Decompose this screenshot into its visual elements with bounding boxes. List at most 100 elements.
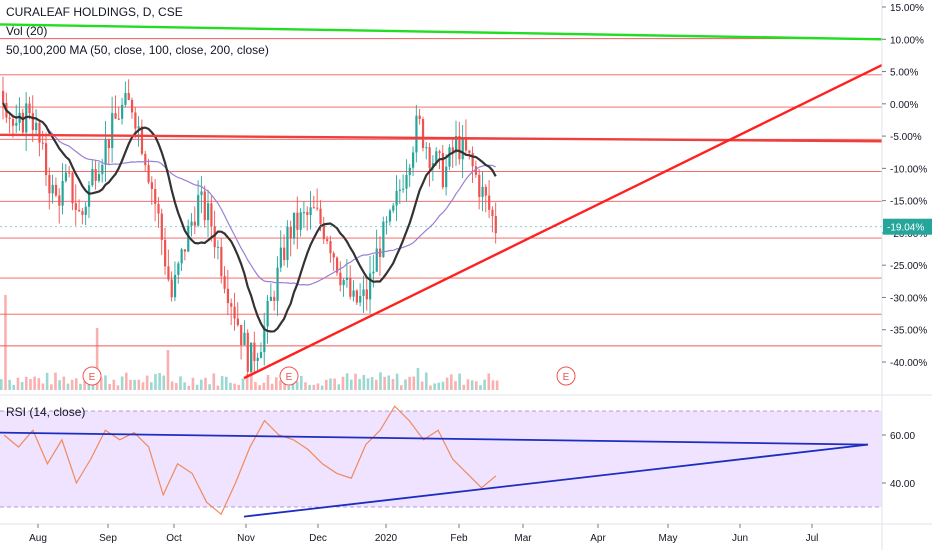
top-trendline[interactable] xyxy=(0,23,883,41)
candle-body xyxy=(481,186,484,197)
candle-body xyxy=(451,147,454,153)
volume-bar xyxy=(162,375,166,390)
rsi-pane[interactable] xyxy=(0,405,882,518)
volume-bar xyxy=(404,379,407,390)
volume-bar xyxy=(345,373,349,390)
volume-bar xyxy=(12,384,16,390)
candle-body xyxy=(309,207,312,216)
candle-body xyxy=(395,190,398,206)
candle-body xyxy=(11,118,15,126)
volume-bar xyxy=(408,376,411,390)
earnings-marker[interactable]: E xyxy=(82,366,102,386)
volume-bar xyxy=(195,384,199,390)
volume-bar xyxy=(283,379,286,390)
volume-bar xyxy=(112,379,116,390)
candle-body xyxy=(31,113,34,131)
earnings-marker[interactable]: E xyxy=(279,366,299,386)
candle-body xyxy=(322,223,325,240)
volume-bar xyxy=(158,373,161,390)
earnings-marker[interactable]: E xyxy=(556,366,576,386)
volume-bar xyxy=(129,379,132,390)
volume-bar xyxy=(279,380,282,390)
candle-body xyxy=(230,303,233,307)
support-trendline[interactable] xyxy=(243,64,883,380)
candle-body xyxy=(157,203,160,214)
rsi-line xyxy=(3,405,497,516)
time-axis-label: Jun xyxy=(732,533,748,544)
time-axis-label: 2020 xyxy=(375,533,398,544)
volume-bar xyxy=(87,384,91,390)
candle-body xyxy=(345,277,349,280)
volume-bar xyxy=(350,379,353,390)
volume-bar xyxy=(200,379,203,390)
candle-body xyxy=(302,212,306,214)
volume-bar xyxy=(470,380,474,390)
resistance-trendline[interactable] xyxy=(0,133,883,143)
candle-body xyxy=(107,139,111,149)
volume-bar xyxy=(33,376,36,390)
candle-body xyxy=(147,165,150,183)
price-axis-label: -10.00% xyxy=(890,164,927,175)
volume-bar xyxy=(337,384,341,390)
candle-body xyxy=(458,135,461,160)
volume-bar xyxy=(379,372,382,390)
time-axis-label: Aug xyxy=(29,533,47,544)
volume-bar xyxy=(245,374,249,390)
volume-bar xyxy=(116,385,120,390)
volume-bar xyxy=(258,385,261,390)
volume-bar xyxy=(208,384,211,390)
candle-body xyxy=(87,185,91,207)
volume-bar xyxy=(54,372,57,390)
candle-body xyxy=(127,92,130,100)
volume-bar xyxy=(58,380,61,390)
candle-body xyxy=(269,296,273,301)
candle-body xyxy=(44,143,48,176)
candle-body xyxy=(488,195,491,210)
price-axis-label: 0.00% xyxy=(890,100,918,111)
volume-bar xyxy=(120,376,124,390)
candle-body xyxy=(332,253,335,258)
candle-body xyxy=(240,325,243,346)
volume-bar xyxy=(141,382,145,390)
candle-body xyxy=(316,207,319,209)
volume-bar xyxy=(383,376,386,390)
volume-bar xyxy=(225,376,228,390)
rsi-lower-trendline[interactable] xyxy=(243,443,869,518)
volume-bar xyxy=(212,373,216,390)
rsi-upper-trendline[interactable] xyxy=(0,431,869,446)
price-axis-label: -25.00% xyxy=(890,261,927,272)
time-axis-label: Feb xyxy=(450,533,468,544)
candle-body xyxy=(144,153,147,166)
candle-body xyxy=(250,342,253,372)
candle-body xyxy=(137,126,140,129)
volume-bar xyxy=(420,381,424,390)
volume-bar xyxy=(454,381,457,390)
candle-body xyxy=(266,300,269,327)
candle-body xyxy=(104,139,107,165)
volume-bar xyxy=(4,295,7,390)
candle-body xyxy=(259,352,263,358)
candle-body xyxy=(64,172,68,182)
volume-bar xyxy=(429,385,432,390)
candle-body xyxy=(352,290,355,297)
ma-100-line xyxy=(2,102,496,286)
volume-bar xyxy=(487,373,491,390)
candle-body xyxy=(78,209,81,212)
candle-body xyxy=(415,115,418,153)
volume-bar xyxy=(216,385,220,390)
volume-bar xyxy=(204,377,207,390)
candle-body xyxy=(117,118,120,120)
volume-bar xyxy=(450,374,453,390)
volume-bar xyxy=(175,382,178,390)
volume-bar xyxy=(312,384,316,390)
volume-bar xyxy=(237,384,241,390)
volume-bar xyxy=(491,380,495,390)
candle-body xyxy=(342,279,345,286)
candle-body xyxy=(236,318,239,326)
volume-bar xyxy=(62,376,66,390)
volume-bar xyxy=(370,377,374,390)
volume-bar xyxy=(412,376,416,390)
candle-body xyxy=(197,195,200,226)
